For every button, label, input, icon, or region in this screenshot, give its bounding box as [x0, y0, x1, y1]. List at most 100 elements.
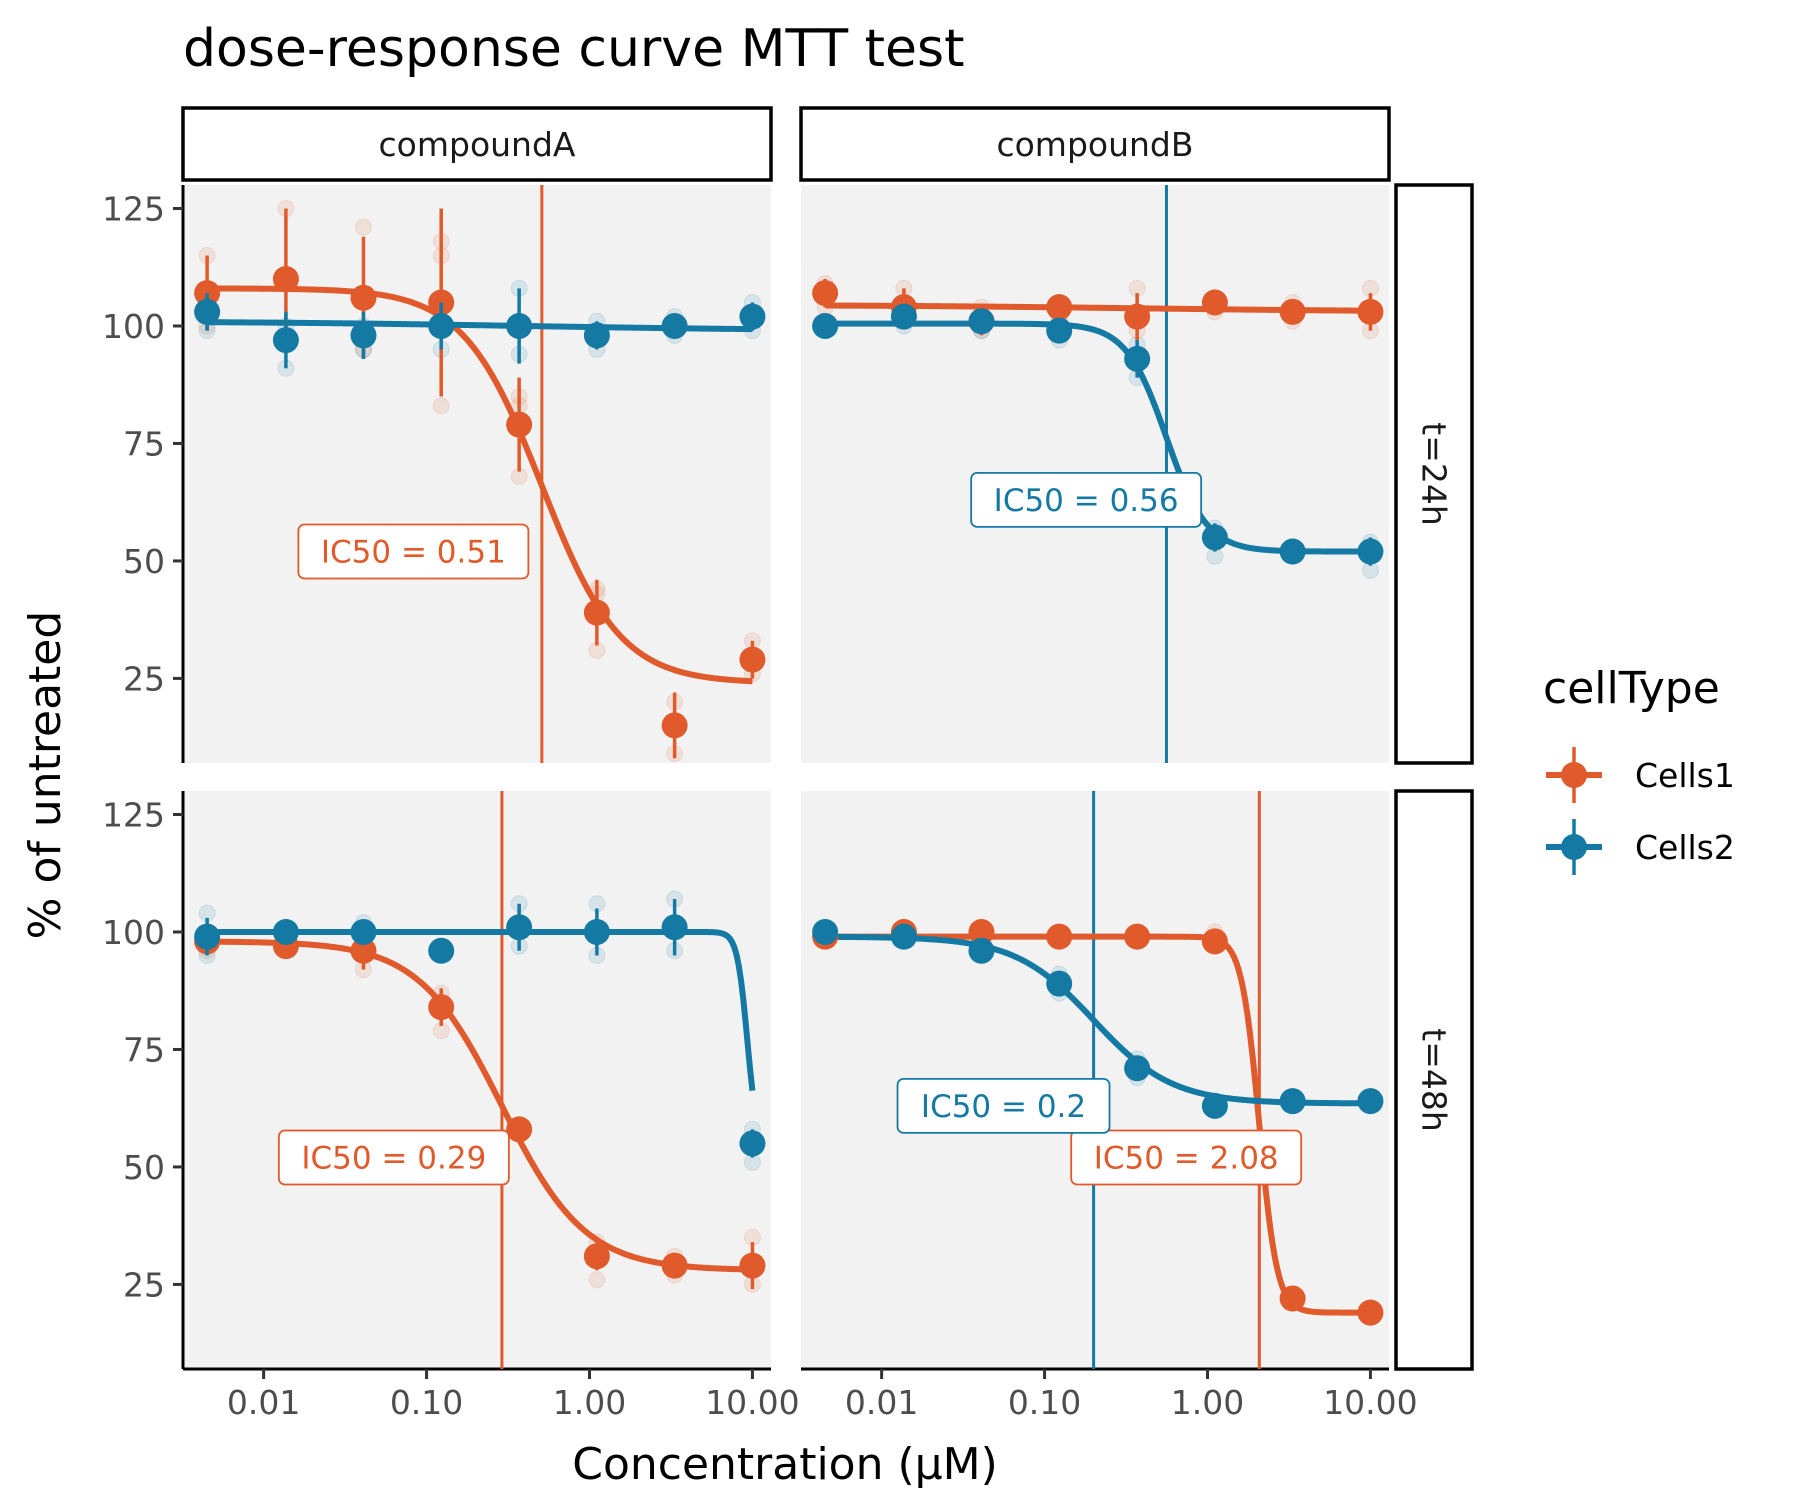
data-point-Cells2 — [350, 322, 377, 349]
data-point-Cells2 — [1201, 1092, 1228, 1119]
panel-background — [183, 185, 771, 763]
strip-col-label: compoundA — [379, 125, 576, 164]
strip-row-t=48h — [1394, 789, 1474, 1371]
ic50-label: IC50 = 0.51 — [321, 535, 506, 571]
data-point-Cells2 — [968, 308, 995, 335]
data-point-Cells1 — [968, 918, 995, 945]
data-point-Cells1 — [1357, 1299, 1384, 1326]
y-tick-label: 75 — [123, 1030, 165, 1069]
data-point-Cells2 — [272, 327, 299, 354]
legend-label-Cells2: Cells2 — [1635, 828, 1735, 867]
y-tick-label: 25 — [123, 1265, 165, 1304]
data-point-Cells2 — [739, 303, 766, 330]
data-point-Cells2 — [890, 923, 917, 950]
ic50-label-box — [297, 523, 530, 580]
strip-row-label: t=48h — [1415, 1028, 1454, 1132]
data-point-Cells1 — [812, 280, 839, 307]
legend-key-point — [1561, 834, 1587, 860]
legend: cellType Cells1 Cells2 — [1543, 663, 1735, 875]
legend-label-Cells1: Cells1 — [1635, 756, 1735, 795]
x-tick-label: 0.10 — [1008, 1383, 1081, 1422]
data-point-Cells2 — [812, 918, 839, 945]
data-point-Cells2 — [194, 298, 221, 325]
y-tick-label: 75 — [123, 424, 165, 463]
data-point-Cells2 — [1046, 317, 1073, 344]
data-point-Cells2 — [506, 914, 533, 941]
data-point-Cells2 — [1201, 524, 1228, 551]
data-point-Cells1 — [506, 1116, 533, 1143]
data-point-Cells1 — [1046, 294, 1073, 321]
ic50-label-box — [896, 1077, 1111, 1134]
data-point-Cells1 — [583, 599, 610, 626]
panel-compoundB-t=24h — [812, 185, 1384, 763]
ic50-label: IC50 = 2.08 — [1094, 1141, 1279, 1177]
data-point-Cells2 — [194, 923, 221, 950]
data-point-Cells1 — [1279, 1285, 1306, 1312]
data-point-Cells2 — [1124, 345, 1151, 372]
data-point-Cells1 — [1201, 289, 1228, 316]
data-point-Cells1 — [1124, 923, 1151, 950]
x-tick-label: 0.01 — [227, 1383, 300, 1422]
ic50-label: IC50 = 0.29 — [301, 1141, 486, 1177]
data-point-Cells2 — [812, 312, 839, 339]
y-tick-label: 125 — [102, 795, 165, 834]
legend-title: cellType — [1543, 663, 1720, 714]
replicate-point — [588, 1271, 606, 1289]
data-point-Cells1 — [739, 1252, 766, 1279]
panel-compoundA-t=24h — [194, 185, 766, 763]
x-tick-label: 10.00 — [1323, 1383, 1417, 1422]
data-point-Cells1 — [350, 284, 377, 311]
data-point-Cells2 — [890, 303, 917, 330]
data-point-Cells2 — [661, 914, 688, 941]
ic50-label-box — [970, 471, 1203, 528]
y-tick-label: 100 — [102, 913, 165, 952]
replicate-point — [432, 397, 450, 415]
strip-row-label: t=24h — [1415, 422, 1454, 526]
strip-col-compoundB — [799, 106, 1391, 182]
data-point-Cells2 — [1279, 538, 1306, 565]
fit-curve-Cells1 — [207, 285, 753, 685]
data-point-Cells2 — [583, 322, 610, 349]
data-point-Cells2 — [1357, 538, 1384, 565]
data-point-Cells1 — [1124, 303, 1151, 330]
x-tick-label: 10.00 — [705, 1383, 799, 1422]
data-point-Cells1 — [1201, 928, 1228, 955]
data-point-Cells1 — [1279, 298, 1306, 325]
chart-title: dose-response curve MTT test — [183, 19, 964, 79]
data-point-Cells1 — [350, 937, 377, 964]
fit-curve-Cells2 — [825, 320, 1371, 555]
data-point-Cells1 — [661, 1252, 688, 1279]
data-point-Cells1 — [661, 712, 688, 739]
data-point-Cells2 — [272, 918, 299, 945]
ic50-label-box — [1070, 1129, 1303, 1186]
fit-curve-Cells2 — [207, 319, 753, 333]
data-point-Cells2 — [506, 312, 533, 339]
x-tick-label: 1.00 — [553, 1383, 626, 1422]
panel-background — [183, 791, 771, 1369]
data-point-Cells2 — [350, 918, 377, 945]
ic50-label: IC50 = 0.2 — [921, 1089, 1086, 1125]
legend-key-point — [1561, 762, 1587, 788]
data-point-Cells2 — [1357, 1088, 1384, 1115]
data-point-Cells2 — [428, 312, 455, 339]
strip-col-label: compoundB — [996, 125, 1193, 164]
y-tick-label: 125 — [102, 189, 165, 228]
data-point-Cells1 — [1357, 298, 1384, 325]
x-axis-label: Concentration (µM) — [572, 1439, 998, 1490]
data-point-Cells2 — [428, 937, 455, 964]
panel-compoundA-t=48h — [194, 791, 766, 1369]
data-point-Cells1 — [583, 1243, 610, 1270]
strip-col-compoundA — [181, 106, 773, 182]
data-point-Cells2 — [968, 937, 995, 964]
strip-row-t=24h — [1394, 183, 1474, 765]
panels-layer: compoundA compoundB t=24h t=48h 25 50 75 100 125… — [102, 106, 1474, 1422]
data-point-Cells2 — [1046, 970, 1073, 997]
x-tick-label: 1.00 — [1171, 1383, 1244, 1422]
data-point-Cells2 — [739, 1130, 766, 1157]
ic50-label: IC50 = 0.56 — [994, 483, 1179, 519]
y-tick-label: 100 — [102, 307, 165, 346]
data-point-Cells1 — [272, 265, 299, 292]
data-point-Cells2 — [583, 918, 610, 945]
data-point-Cells2 — [1279, 1088, 1306, 1115]
